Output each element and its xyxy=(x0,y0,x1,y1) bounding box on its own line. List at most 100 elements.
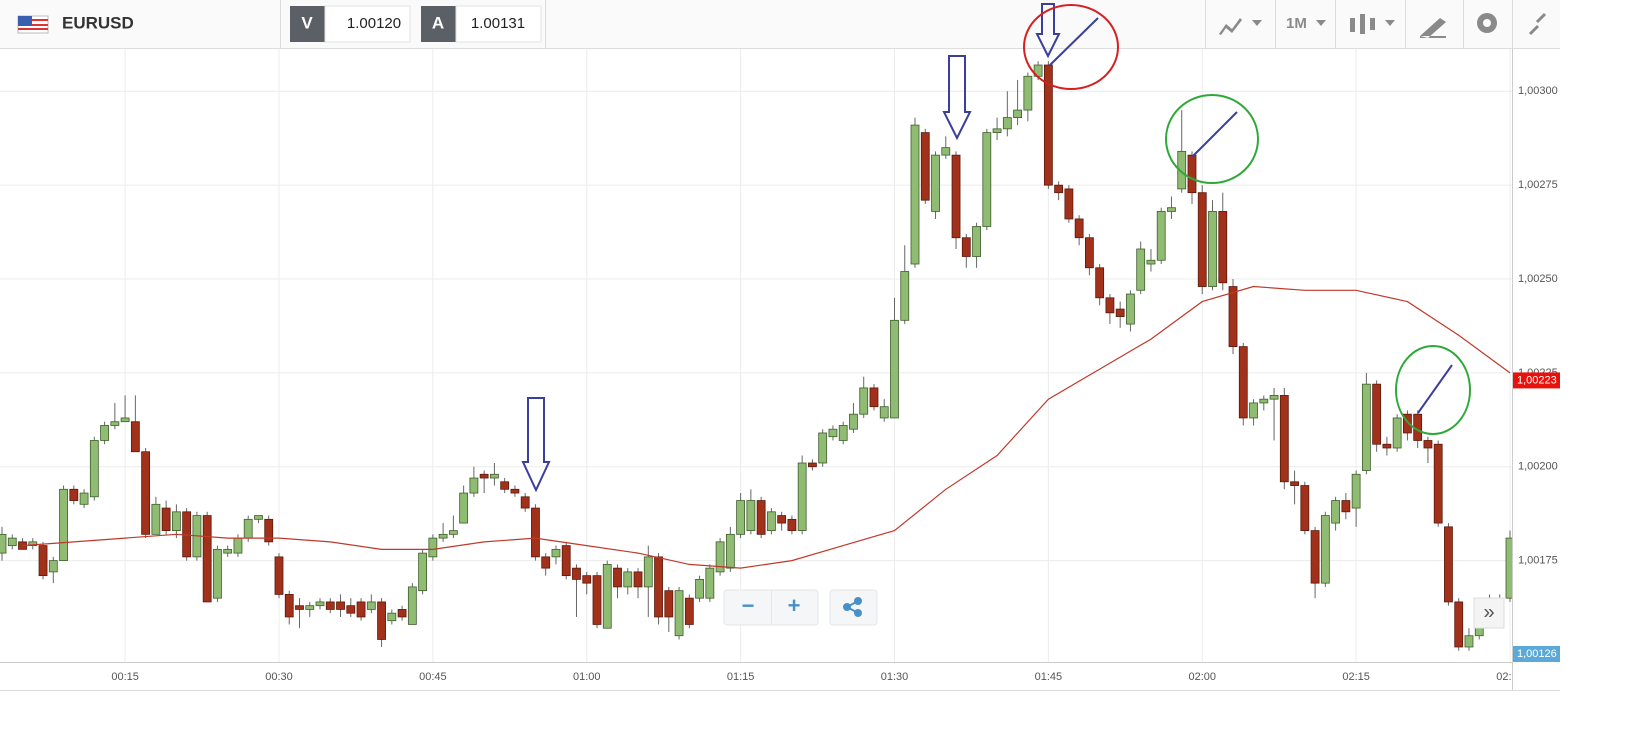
candle-body xyxy=(459,492,469,524)
candle-style-button[interactable] xyxy=(1350,14,1395,34)
draw-button[interactable] xyxy=(1420,18,1446,38)
x-tick-label: 02:15 xyxy=(1342,671,1370,683)
candle-body xyxy=(366,601,376,610)
candle-body xyxy=(1208,211,1217,287)
candle-body xyxy=(161,507,171,531)
candle-body xyxy=(705,567,715,599)
line-annotation xyxy=(1191,111,1238,158)
candle-body xyxy=(377,601,386,640)
candle-body xyxy=(1331,500,1341,524)
candle-body xyxy=(1320,515,1330,584)
candle-body xyxy=(643,556,653,588)
candle-body xyxy=(59,488,68,562)
candle-body xyxy=(428,537,438,558)
candle-body xyxy=(1382,443,1392,449)
candle-body xyxy=(982,132,992,227)
candle-body xyxy=(254,515,263,520)
candle-body xyxy=(910,124,920,265)
circle-annotation xyxy=(1023,4,1119,90)
timeframe-button[interactable]: 1M xyxy=(1286,15,1307,32)
candle-body xyxy=(1341,500,1351,513)
candle-body xyxy=(38,545,48,577)
chart-type-button[interactable] xyxy=(1219,18,1262,35)
timeframe-caret xyxy=(1316,20,1326,26)
share-button[interactable] xyxy=(829,589,878,626)
candle-body xyxy=(920,132,930,201)
candle-body xyxy=(602,563,612,629)
zoom-in-button[interactable]: + xyxy=(788,593,801,618)
candle-body xyxy=(1167,207,1176,212)
candle-body xyxy=(233,537,243,554)
candle-body xyxy=(1423,440,1433,449)
candle-body xyxy=(469,477,479,494)
candle-body xyxy=(879,406,889,419)
candle-body xyxy=(1187,154,1197,194)
candle-body xyxy=(100,425,109,441)
candle-body xyxy=(1064,188,1074,220)
y-axis: 1,001751,002001,002251,002501,002751,003… xyxy=(1513,85,1560,662)
y-axis-panel xyxy=(1512,49,1560,690)
candle-body xyxy=(151,503,161,535)
candle-body xyxy=(1464,635,1474,648)
circle-annotation xyxy=(1165,94,1259,184)
candle-body xyxy=(0,533,7,554)
ask-price: 1.00131 xyxy=(471,15,525,32)
y-tick-label: 1,00175 xyxy=(1518,555,1558,567)
candle-body xyxy=(336,601,345,610)
candle-body xyxy=(407,586,417,625)
symbol[interactable]: EURUSD xyxy=(62,13,134,32)
candle-body xyxy=(1505,537,1512,599)
candle-body xyxy=(1361,383,1371,471)
candle-body xyxy=(931,154,940,212)
price-label: 1,00223 xyxy=(1517,374,1557,386)
candle-body xyxy=(684,597,694,625)
zoom-out-button[interactable]: − xyxy=(742,593,755,618)
collapse-button[interactable] xyxy=(1528,12,1547,36)
candle-body xyxy=(264,518,274,543)
candle-body xyxy=(972,226,981,257)
candle-body xyxy=(859,387,869,415)
ask-button[interactable] xyxy=(421,6,456,42)
candle-body xyxy=(695,578,704,599)
candle-body xyxy=(766,511,776,531)
candle-body xyxy=(1249,402,1258,419)
candle-body xyxy=(1279,395,1289,483)
candle-body xyxy=(1043,64,1053,186)
ask-box xyxy=(455,5,542,43)
candle-body xyxy=(346,605,356,614)
candle-body xyxy=(1085,237,1094,269)
candle-body xyxy=(28,541,38,547)
candle-body xyxy=(69,488,79,501)
candle-body xyxy=(592,575,602,625)
candle-body xyxy=(828,428,838,438)
bid-box xyxy=(324,5,411,43)
candle-body xyxy=(1002,117,1012,130)
candle-body xyxy=(448,530,458,535)
candle-body xyxy=(715,541,725,573)
ask-label: A xyxy=(432,13,444,32)
x-tick-label: 00:30 xyxy=(265,671,293,683)
bid-label: V xyxy=(301,13,313,32)
candle-body xyxy=(1310,530,1320,584)
y-tick-label: 1,00275 xyxy=(1518,179,1558,191)
candle-body xyxy=(900,271,910,321)
settings-button[interactable] xyxy=(1477,13,1497,33)
candle-body xyxy=(961,237,971,257)
circle-annotation xyxy=(1395,345,1471,435)
x-tick-label: 00:15 xyxy=(111,671,139,683)
candle-body xyxy=(325,601,335,610)
candle-body xyxy=(438,533,448,539)
candle-body xyxy=(541,556,551,569)
candle-body xyxy=(869,387,879,408)
candle-body xyxy=(490,473,499,479)
x-tick-label: 01:15 xyxy=(727,671,755,683)
scroll-button[interactable] xyxy=(1473,597,1505,629)
annotations xyxy=(521,3,1471,493)
candle-body xyxy=(1218,211,1228,284)
candle-body xyxy=(89,440,99,498)
candle-body xyxy=(48,560,58,573)
bid-button[interactable] xyxy=(290,6,325,42)
candle-body xyxy=(141,451,151,535)
